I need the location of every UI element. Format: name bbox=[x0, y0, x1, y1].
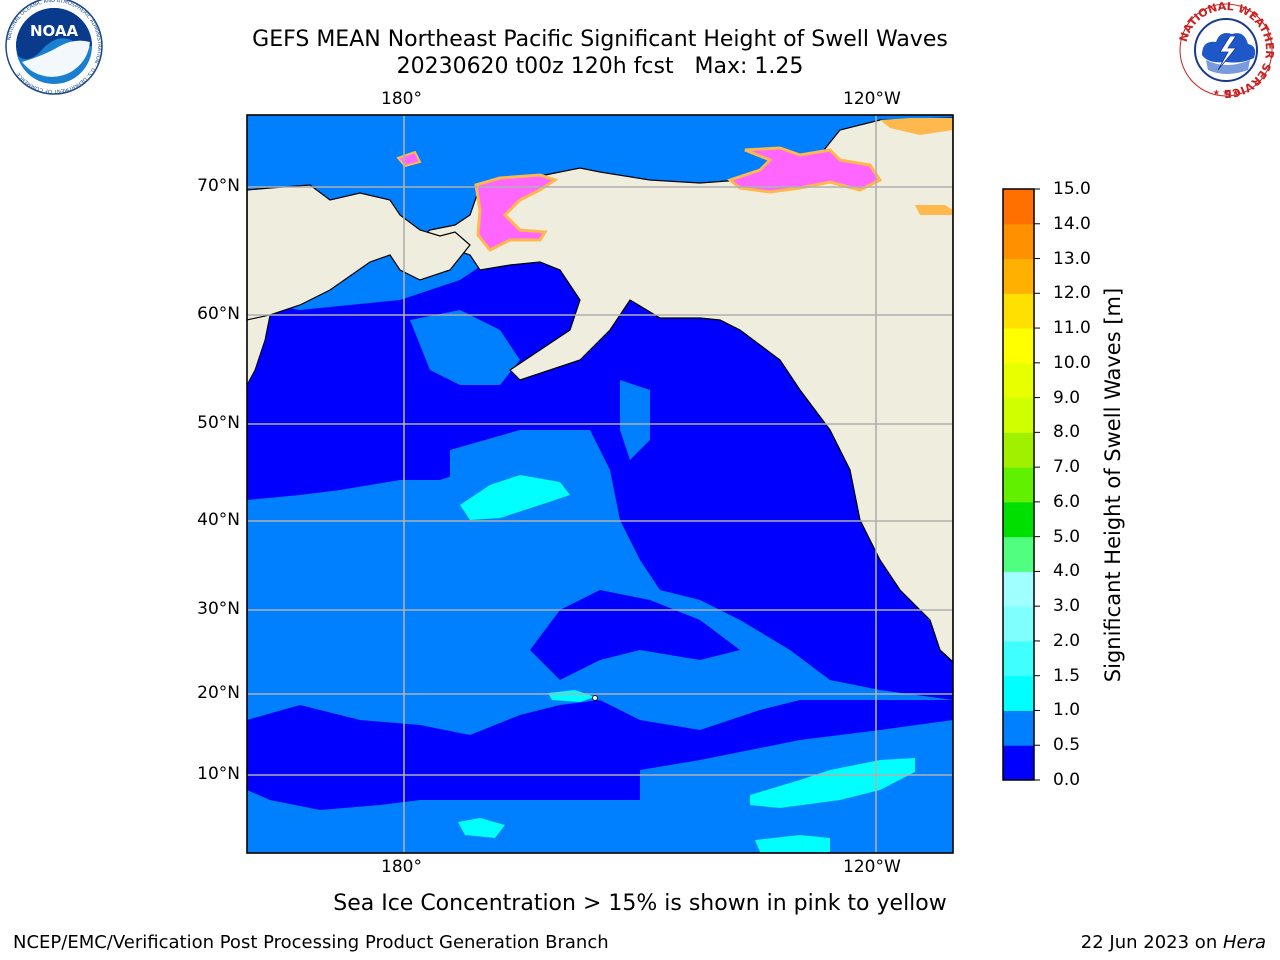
ocean-band-1.0-1.5-south bbox=[750, 758, 915, 808]
ocean-band-1.0-1.5-hawaii bbox=[548, 690, 595, 702]
chart-title: GEFS MEAN Northeast Pacific Significant … bbox=[252, 27, 948, 52]
lon-label-top-120w: 120°W bbox=[843, 89, 901, 109]
colorbar-cell bbox=[1003, 397, 1034, 433]
sea-ice-chukchi bbox=[474, 173, 559, 252]
colorbar-cell bbox=[1003, 536, 1034, 572]
colorbar-tick-label: 2.0 bbox=[1053, 630, 1081, 651]
colorbar-cell bbox=[1003, 640, 1034, 677]
ocean-band-0-0.5-south bbox=[247, 700, 953, 810]
lon-label-bottom-120w: 120°W bbox=[843, 857, 901, 877]
lat-label-40n: 40°N bbox=[197, 510, 240, 530]
land-siberia bbox=[247, 184, 471, 321]
svg-text:NOAA: NOAA bbox=[30, 22, 79, 40]
colorbar-cell bbox=[1003, 710, 1034, 746]
colorbar-tick-label: 5.0 bbox=[1053, 526, 1081, 547]
colorbar-tick-label: 1.5 bbox=[1053, 665, 1081, 686]
colorbar-tick-label: 15.0 bbox=[1053, 179, 1091, 199]
colorbar-tick-label: 1.0 bbox=[1053, 700, 1081, 721]
footer-machine: Hera bbox=[1222, 932, 1266, 953]
map-grid bbox=[247, 115, 953, 853]
colorbar-cell bbox=[1003, 606, 1034, 642]
lat-label-30n: 30°N bbox=[197, 599, 240, 619]
ocean-band-1.0-1.5-sw bbox=[458, 818, 505, 838]
colorbar-cell bbox=[1003, 258, 1034, 294]
colorbar-cell bbox=[1003, 571, 1034, 607]
colorbar-tick-label: 0.0 bbox=[1053, 770, 1081, 790]
lat-label-10n: 10°N bbox=[197, 764, 240, 784]
footer-date-text: 22 Jun 2023 on bbox=[1080, 932, 1223, 953]
colorbar-cell bbox=[1003, 293, 1034, 329]
noaa-logo-icon: NOAA NATIONAL OCEANIC AND ATMOSPHERIC AD… bbox=[5, 0, 103, 95]
sea-ice-arctic-islands bbox=[880, 118, 953, 135]
lon-label-top-180: 180° bbox=[381, 89, 422, 109]
map-frame bbox=[246, 114, 954, 854]
colorbar-cell bbox=[1003, 189, 1034, 225]
land-kamchatka bbox=[247, 314, 271, 386]
colorbar-tick-label: 12.0 bbox=[1053, 283, 1091, 304]
footer-credit: NCEP/EMC/Verification Post Processing Pr… bbox=[13, 932, 609, 953]
svg-text:★ ★ ★: ★ ★ ★ bbox=[1213, 88, 1240, 97]
colorbar-tick-label: 13.0 bbox=[1053, 248, 1091, 269]
colorbar-tick-label: 9.0 bbox=[1053, 387, 1081, 408]
colorbar-tick-label: 14.0 bbox=[1053, 213, 1091, 234]
lat-label-50n: 50°N bbox=[197, 413, 240, 433]
colorbar-cell bbox=[1003, 467, 1034, 503]
footer-date: 22 Jun 2023 on Hera bbox=[1081, 932, 1266, 954]
colorbar-tick-label: 8.0 bbox=[1053, 422, 1081, 443]
colorbar-cell bbox=[1003, 432, 1034, 468]
colorbar-tick-label: 4.0 bbox=[1053, 561, 1081, 582]
colorbar-tick-label: 3.0 bbox=[1053, 596, 1081, 617]
sea-ice-east bbox=[915, 205, 953, 215]
colorbar-cell bbox=[1003, 501, 1034, 538]
lat-label-20n: 20°N bbox=[197, 683, 240, 703]
colorbar-tick-label: 11.0 bbox=[1053, 318, 1091, 339]
colorbar-cell bbox=[1003, 745, 1034, 781]
colorbar-tick-label: 0.5 bbox=[1053, 735, 1081, 756]
ocean-band-0.5-1.0-bering bbox=[410, 310, 520, 385]
sea-ice-beaufort bbox=[726, 146, 883, 194]
colorbar-cell bbox=[1003, 675, 1034, 711]
colorbar-cell bbox=[1003, 223, 1034, 260]
lat-label-60n: 60°N bbox=[197, 304, 240, 324]
ocean-band-0.5-1.0-east bbox=[620, 380, 650, 460]
lat-label-70n: 70°N bbox=[197, 176, 240, 196]
colorbar-tick-label: 10.0 bbox=[1053, 352, 1091, 373]
colorbar-cell bbox=[1003, 362, 1034, 399]
sea-ice-note: Sea Ice Concentration > 15% is shown in … bbox=[333, 891, 947, 916]
chart-subtitle: 20230620 t00z 120h fcst Max: 1.25 bbox=[396, 54, 804, 79]
colorbar-tick-label: 7.0 bbox=[1053, 457, 1081, 478]
ocean-band-1.0-1.5-north bbox=[460, 475, 570, 520]
ocean-band-1.0-1.5-south2 bbox=[755, 835, 830, 852]
land-north-america bbox=[393, 117, 953, 663]
colorbar-cell bbox=[1003, 328, 1034, 364]
ocean-band-0-0.5-trough bbox=[530, 590, 740, 680]
lon-label-bottom-180: 180° bbox=[381, 857, 422, 877]
colorbar-label: Significant Height of Swell Waves [m] bbox=[1101, 287, 1125, 683]
colorbar-tick-label: 6.0 bbox=[1053, 491, 1081, 512]
nws-logo-icon: NATIONAL WEATHER SERVICE ★ ★ ★ bbox=[1177, 0, 1276, 100]
